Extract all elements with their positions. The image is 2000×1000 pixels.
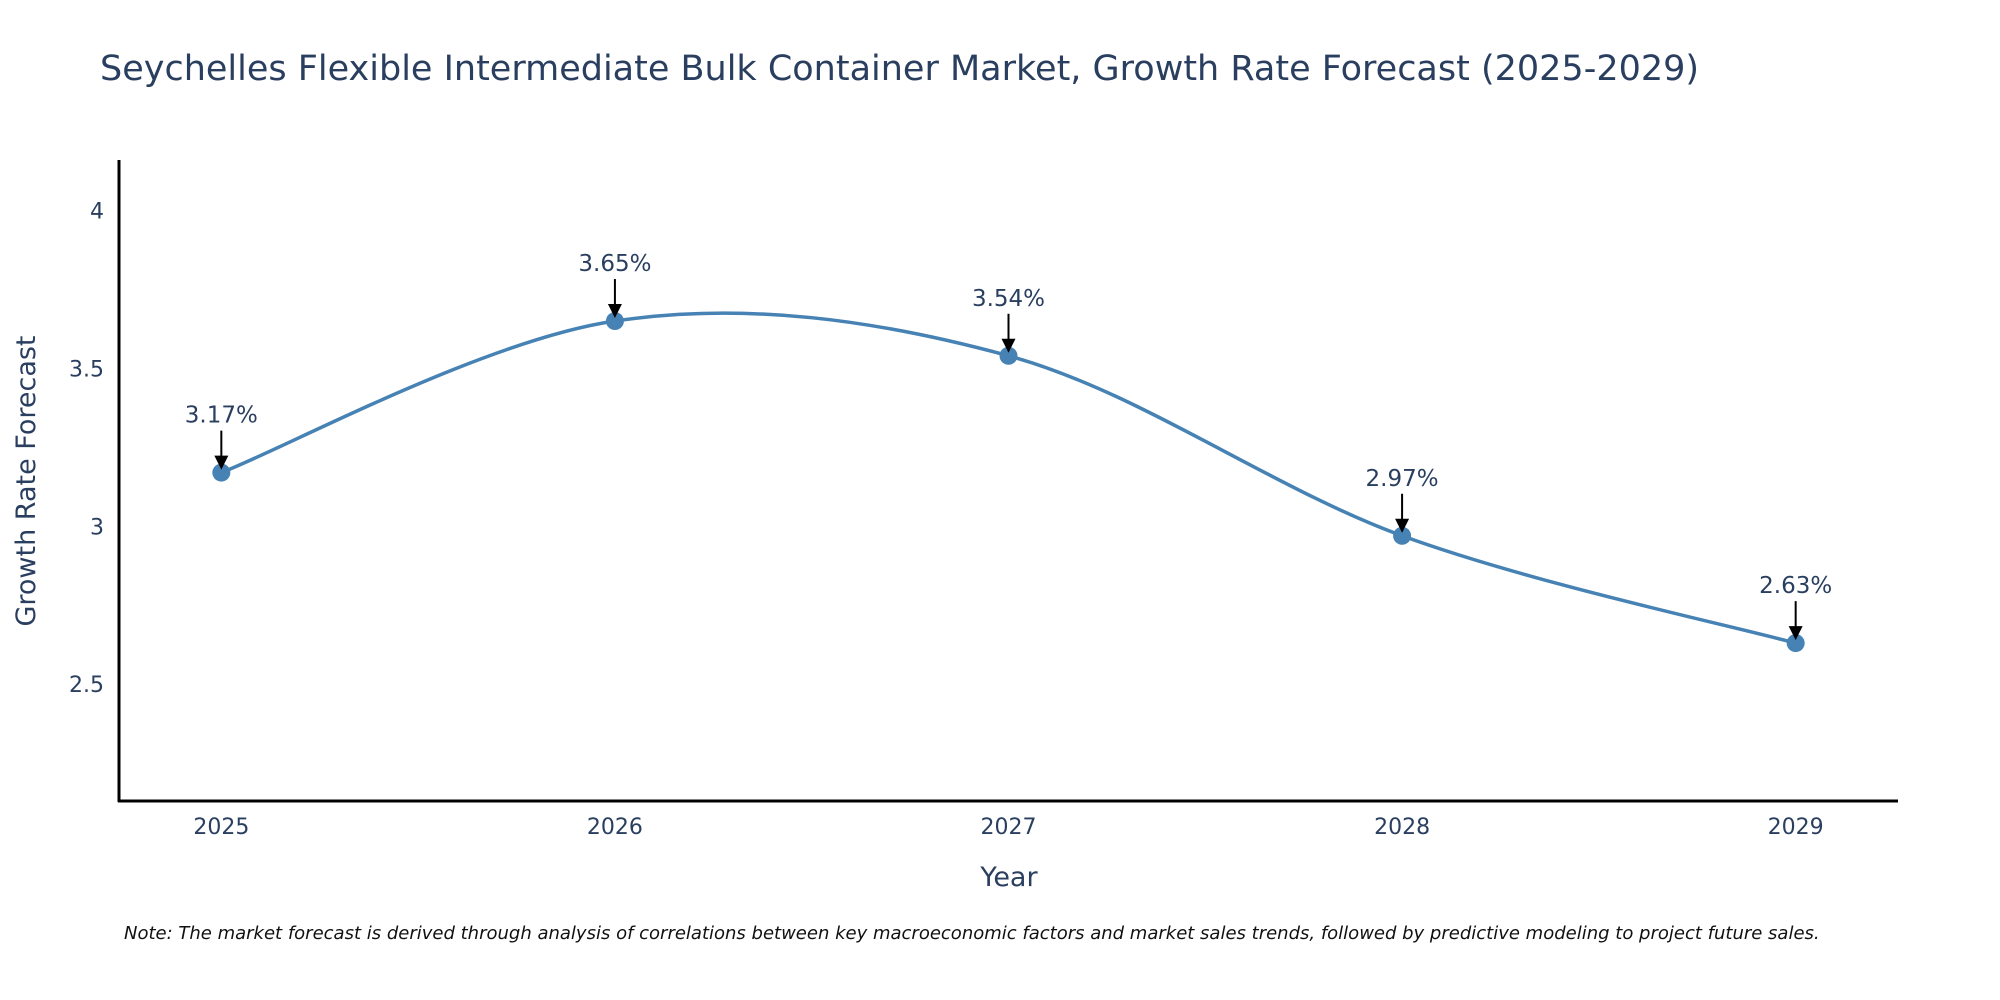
y-axis-title: Growth Rate Forecast [11,335,42,626]
x-tick-label: 2029 [1768,815,1824,840]
x-axis-ticks: 2025 2026 2027 2028 2029 [193,815,1823,840]
data-label: 3.65% [578,251,651,277]
data-point-marker [1786,634,1805,653]
y-tick-label: 4 [90,200,104,225]
data-annotation: 3.65% [578,251,651,319]
x-tick-label: 2026 [587,815,643,840]
data-annotation: 3.54% [972,286,1045,353]
x-tick-label: 2025 [193,815,249,840]
x-tick-label: 2028 [1374,815,1430,840]
x-tick-label: 2027 [981,815,1037,840]
data-point-marker [1393,526,1412,545]
arrowhead-icon [1395,518,1410,533]
arrowhead-icon [607,304,622,319]
data-point-marker [999,346,1018,365]
y-tick-label: 2.5 [69,673,104,698]
data-label: 3.54% [972,286,1045,312]
y-axis-ticks: 2.5 3 3.5 4 [69,200,104,699]
arrowhead-icon [214,455,229,470]
arrowhead-icon [1001,338,1016,353]
data-annotation: 2.97% [1366,466,1439,533]
chart-title: Seychelles Flexible Intermediate Bulk Co… [100,49,1699,89]
data-annotation: 3.17% [185,403,258,470]
data-point-marker [212,463,231,482]
x-axis-title: Year [979,862,1038,893]
markers-group [212,312,1805,653]
data-label: 3.17% [185,403,258,429]
arrowhead-icon [1788,626,1803,641]
plot-area: 3.17% 3.65% 3.54% 2.97% 2.63% [185,251,1832,653]
data-label: 2.63% [1759,573,1832,599]
footnote: Note: The market forecast is derived thr… [124,923,1820,944]
y-tick-label: 3.5 [69,357,104,382]
y-tick-label: 3 [90,515,104,540]
data-label: 2.97% [1366,466,1439,492]
data-point-marker [605,312,624,331]
data-annotation: 2.63% [1759,573,1832,641]
annotations-group: 3.17% 3.65% 3.54% 2.97% 2.63% [185,251,1832,641]
